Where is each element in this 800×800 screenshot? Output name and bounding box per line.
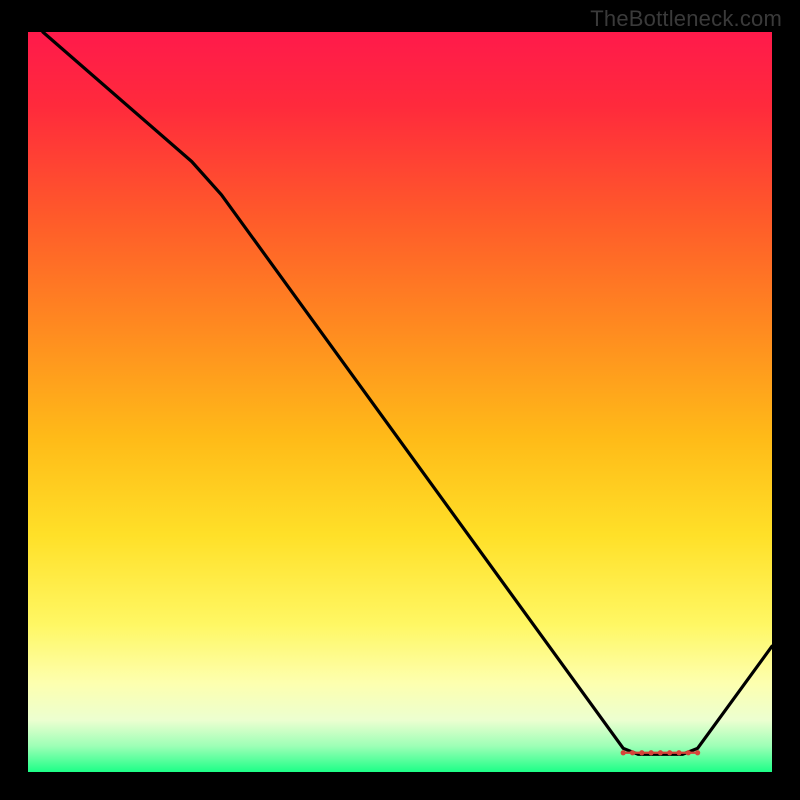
chart-svg xyxy=(28,32,772,772)
gradient-background xyxy=(28,32,772,772)
optimal-zone-marker xyxy=(676,750,681,755)
optimal-zone-marker xyxy=(658,750,663,755)
optimal-zone-marker xyxy=(667,750,672,755)
chart-container: TheBottleneck.com xyxy=(0,0,800,800)
optimal-zone-marker xyxy=(639,750,644,755)
plot-area xyxy=(28,32,772,772)
optimal-zone-marker xyxy=(695,750,700,755)
watermark-text: TheBottleneck.com xyxy=(590,6,782,32)
optimal-zone-marker xyxy=(621,750,626,755)
optimal-zone-marker xyxy=(649,750,654,755)
optimal-zone-marker xyxy=(630,750,635,755)
optimal-zone-marker xyxy=(686,750,691,755)
